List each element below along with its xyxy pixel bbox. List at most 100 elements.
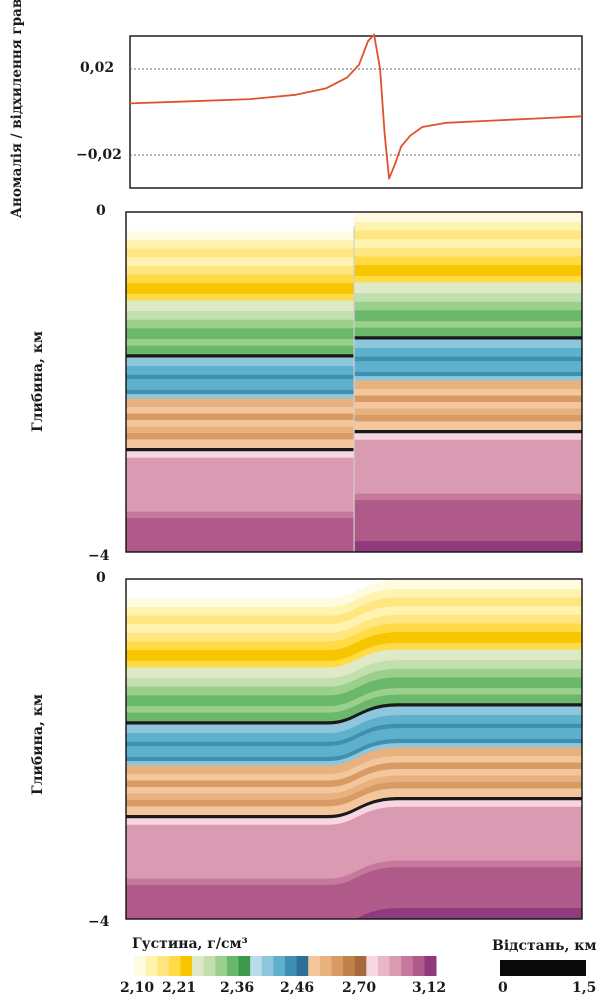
density-layer [126, 677, 582, 708]
colorbar-swatch [366, 956, 379, 976]
density-layer [126, 756, 582, 782]
colorbar-swatch [157, 956, 170, 976]
density-layer [126, 743, 582, 767]
anomaly-chart [129, 33, 583, 189]
distance-scale-title: Відстань, км [492, 938, 597, 954]
layer-boundary-line [126, 336, 582, 359]
colorbar-swatch [319, 956, 332, 976]
density-layer [126, 389, 582, 415]
colorbar-swatch [296, 956, 309, 976]
density-layer [126, 212, 582, 233]
colorbar-swatch [285, 956, 298, 976]
density-layer [126, 408, 582, 434]
density-colorbar [134, 956, 437, 976]
density-layer [126, 623, 582, 652]
colorbar-swatch [215, 956, 228, 976]
density-layer [126, 775, 582, 801]
density-layer [126, 247, 582, 276]
colorbar-swatch [145, 956, 158, 976]
distance-scale-start: 0 [498, 980, 508, 996]
layer-boundary-line [126, 797, 582, 820]
density-layer [126, 222, 582, 250]
distance-scale-end: 1,5 [572, 980, 597, 996]
density-layer [126, 433, 582, 459]
density-layer [126, 597, 582, 626]
density-layer [126, 213, 582, 242]
density-layer [355, 908, 582, 919]
colorbar-swatch [389, 956, 402, 976]
density-layer [126, 402, 582, 428]
anomaly-tick-neg: −0,02 [76, 147, 122, 163]
layer-boundary-line [126, 703, 582, 726]
anomaly-series-line [129, 33, 583, 180]
density-layer [126, 614, 582, 643]
colorbar-swatch [238, 956, 251, 976]
density-layer [126, 688, 582, 714]
density-layer [126, 642, 582, 669]
colorbar-swatch [308, 956, 321, 976]
density-layer [126, 580, 582, 609]
density-layer [126, 327, 582, 356]
density-layer [126, 860, 582, 887]
colorbar-swatch [134, 956, 147, 976]
anomaly-axis-title-text: Аномалія / відхилення гравітаційних полі… [9, 0, 25, 218]
colorbar-swatch [377, 956, 391, 976]
distance-scale-bar [500, 960, 586, 976]
depth-axis-title-2: Глибина, км [30, 694, 46, 795]
density-layer [126, 493, 582, 520]
colorbar-swatch [273, 956, 286, 976]
density-layer [126, 348, 582, 376]
density-layer [126, 282, 582, 313]
density-layer [126, 321, 582, 347]
colorbar-tick-label: 3,12 [412, 980, 447, 996]
depth1-tick-top: 0 [96, 203, 106, 219]
colorbar-tick-label: 2,10 [120, 980, 155, 996]
anomaly-tick-pos: 0,02 [80, 60, 115, 76]
density-layer [126, 421, 582, 450]
colorbar-swatch [168, 956, 181, 976]
density-layer [126, 762, 582, 789]
density-legend-title: Густина, г/см³ [132, 936, 248, 952]
depth2-tick-bottom: −4 [88, 914, 110, 930]
density-layer [126, 660, 582, 688]
density-layer [126, 723, 582, 748]
density-layer [126, 715, 582, 743]
density-layer [126, 589, 582, 617]
colorbar-tick-label: 2,36 [220, 980, 255, 996]
depth1-tick-bottom: −4 [88, 548, 110, 564]
colorbar-swatch [203, 956, 216, 976]
colorbar-tick-label: 2,46 [280, 980, 315, 996]
colorbar-tick-label: 2,70 [342, 980, 377, 996]
density-model-step [125, 211, 583, 553]
density-layer [126, 788, 582, 817]
density-layer [126, 310, 582, 341]
density-layer [126, 256, 582, 285]
density-layer [126, 694, 582, 723]
density-layer [126, 606, 582, 634]
density-layer [126, 867, 582, 919]
density-layer [126, 361, 582, 391]
density-layer [126, 649, 582, 680]
colorbar-swatch [180, 956, 193, 976]
density-layer [354, 541, 582, 552]
density-model-smooth [125, 578, 583, 920]
colorbar-swatch [343, 956, 356, 976]
depth-axis-title-1: Глибина, км [30, 331, 46, 432]
density-layer [126, 414, 582, 441]
colorbar-swatch [331, 956, 344, 976]
colorbar-swatch [226, 956, 240, 976]
panel-frame [125, 578, 583, 920]
density-layer [126, 632, 582, 662]
density-layer [126, 339, 582, 368]
colorbar-swatch [412, 956, 425, 976]
density-layer [126, 380, 582, 409]
anomaly-axis-title: Аномалія / відхилення гравітаційних полі… [9, 0, 25, 218]
density-layer [126, 706, 582, 735]
colorbar-swatch [261, 956, 274, 976]
colorbar-swatch [192, 956, 205, 976]
density-layer [126, 239, 582, 267]
density-layer [126, 781, 582, 808]
panel-frame [125, 211, 583, 553]
density-layer [126, 800, 582, 826]
density-layer [126, 738, 582, 763]
